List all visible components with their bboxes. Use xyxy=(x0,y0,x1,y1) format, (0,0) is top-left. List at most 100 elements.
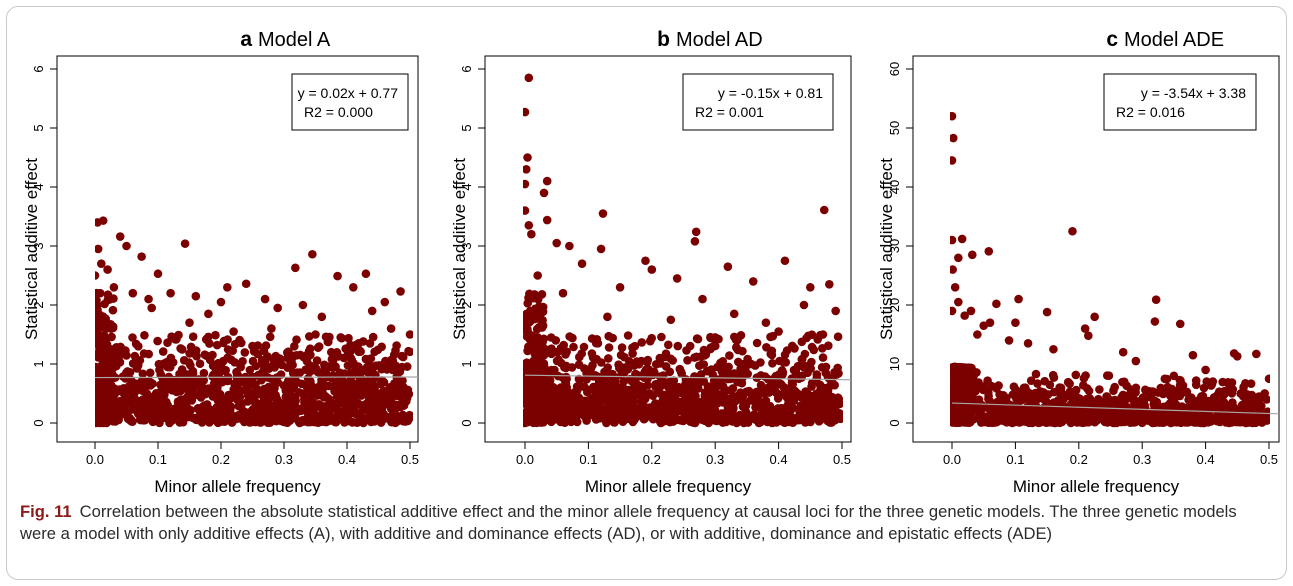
data-point xyxy=(153,397,163,407)
data-point xyxy=(1169,371,1179,381)
data-point xyxy=(1129,418,1139,427)
plot-area-border xyxy=(56,55,419,443)
data-point xyxy=(806,283,815,292)
data-point xyxy=(327,347,336,357)
data-point xyxy=(1090,410,1099,419)
data-point xyxy=(734,357,743,367)
data-point xyxy=(108,305,118,315)
x-axis-title: Minor allele frequency xyxy=(154,477,321,496)
data-point xyxy=(1040,395,1049,405)
data-point xyxy=(641,410,650,420)
data-point xyxy=(1190,413,1200,423)
data-point xyxy=(229,327,238,336)
data-point xyxy=(271,351,281,361)
data-point xyxy=(106,359,115,368)
data-point xyxy=(230,358,239,367)
data-point xyxy=(292,335,301,345)
data-point xyxy=(237,400,246,410)
data-point xyxy=(615,407,624,416)
data-point xyxy=(615,283,625,292)
data-point xyxy=(984,247,994,256)
data-point xyxy=(807,357,816,367)
data-point xyxy=(199,376,208,385)
y-tick-label: 50 xyxy=(887,121,902,135)
data-point xyxy=(296,350,305,360)
data-point xyxy=(712,416,721,426)
data-point xyxy=(307,386,317,395)
data-point xyxy=(99,330,109,340)
data-point xyxy=(395,400,405,409)
data-point xyxy=(380,297,390,307)
data-point xyxy=(760,414,770,423)
data-point xyxy=(954,253,963,263)
data-point xyxy=(305,417,315,427)
data-point xyxy=(592,412,602,421)
data-point xyxy=(149,408,158,418)
data-point xyxy=(1134,412,1144,421)
data-point xyxy=(173,397,183,407)
data-point xyxy=(756,380,766,390)
data-point xyxy=(655,417,665,426)
data-point xyxy=(133,402,143,412)
data-point xyxy=(338,376,348,386)
data-point xyxy=(96,408,106,418)
data-point xyxy=(125,368,135,377)
data-point xyxy=(632,412,641,422)
x-tick-label: 0.4 xyxy=(338,452,356,467)
data-point xyxy=(324,394,333,403)
data-point xyxy=(95,351,103,361)
data-point xyxy=(253,349,263,359)
data-point xyxy=(560,363,569,372)
data-point xyxy=(589,382,598,392)
data-point xyxy=(693,334,703,344)
data-point xyxy=(106,402,116,412)
data-point xyxy=(390,379,399,388)
data-point xyxy=(115,396,125,406)
data-point xyxy=(1023,339,1033,348)
data-point xyxy=(153,269,163,279)
data-point xyxy=(1070,408,1079,417)
data-point xyxy=(542,176,552,186)
regression-equation: y = -3.54x + 3.38 xyxy=(1141,85,1246,101)
y-tick-label: 6 xyxy=(31,65,46,72)
data-point xyxy=(546,333,556,342)
data-point xyxy=(186,342,196,352)
data-point xyxy=(787,383,797,392)
data-point xyxy=(400,417,410,426)
data-point xyxy=(340,418,349,427)
data-point xyxy=(950,156,957,165)
data-point xyxy=(781,358,791,367)
x-tick-label: 0.3 xyxy=(1133,452,1151,467)
data-point xyxy=(1163,412,1172,422)
data-point xyxy=(318,402,328,411)
data-point xyxy=(226,393,236,403)
data-point xyxy=(295,418,305,428)
y-tick-label: 1 xyxy=(31,360,46,367)
data-point xyxy=(700,397,709,407)
scatter-points xyxy=(523,73,843,428)
data-point xyxy=(1031,388,1040,398)
data-point xyxy=(586,364,596,373)
data-point xyxy=(283,363,293,373)
data-point xyxy=(821,362,831,372)
data-point xyxy=(103,265,112,274)
data-point xyxy=(289,368,298,378)
y-tick-label: 4 xyxy=(31,183,46,190)
data-point xyxy=(640,367,649,377)
data-point xyxy=(709,341,719,351)
panel-title: Model A xyxy=(258,29,331,51)
data-point xyxy=(741,408,751,417)
data-point xyxy=(284,379,294,389)
data-point xyxy=(223,283,232,292)
data-point xyxy=(273,303,283,313)
data-point xyxy=(973,330,982,339)
data-point xyxy=(130,388,139,398)
data-point xyxy=(744,415,754,424)
y-tick-label: 0 xyxy=(887,419,902,426)
data-point xyxy=(379,378,389,387)
data-point xyxy=(396,287,405,296)
data-point xyxy=(790,414,799,424)
data-point xyxy=(336,409,346,419)
data-point xyxy=(525,289,534,299)
data-point xyxy=(727,386,736,396)
